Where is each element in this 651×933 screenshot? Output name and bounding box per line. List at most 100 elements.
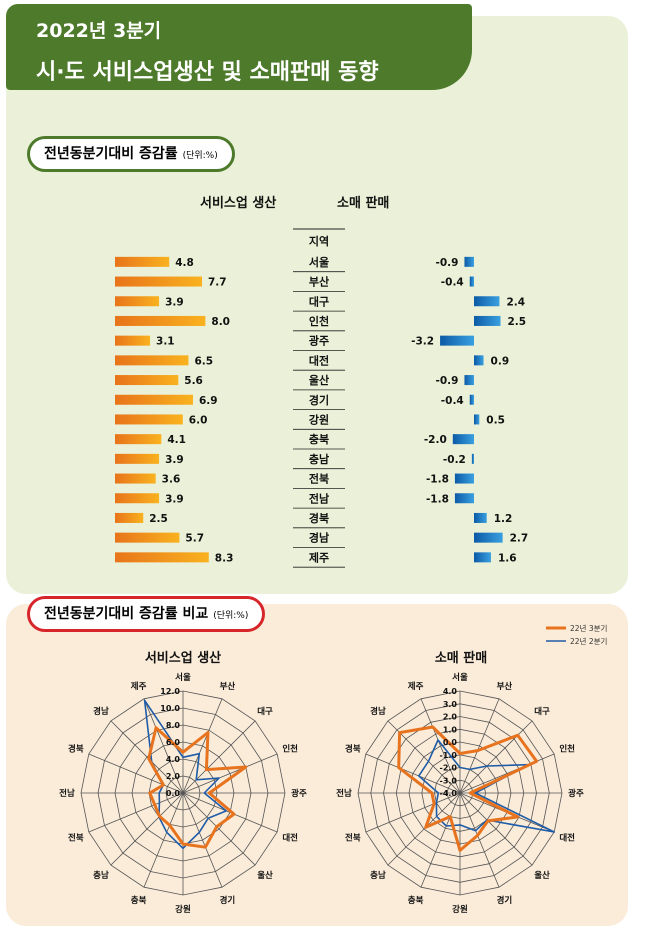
region-label: 경남 bbox=[309, 531, 329, 545]
radar-category-label: 경남 bbox=[370, 706, 386, 717]
retail-bar bbox=[474, 296, 500, 307]
radar-category-label: 대구 bbox=[257, 706, 273, 717]
radar-category-label: 전남 bbox=[59, 788, 75, 799]
radar-category-label: 경북 bbox=[345, 744, 361, 755]
radar-tick-label: -3.0 bbox=[440, 776, 458, 785]
radar-spoke bbox=[182, 753, 278, 794]
region-label: 서울 bbox=[309, 255, 329, 269]
radar-category-label: 경남 bbox=[93, 706, 109, 717]
radar-category-label: 강원 bbox=[175, 904, 191, 915]
section2-title: 전년동분기대비 증감률 비교 bbox=[44, 606, 209, 622]
radar-tick-label: 8.0 bbox=[166, 721, 181, 730]
radar-tick-label: 1.0 bbox=[443, 725, 458, 734]
radar-tick-label: 10.0 bbox=[160, 704, 180, 713]
region-header: 지역 bbox=[309, 234, 329, 248]
radar-tick-label: 4.0 bbox=[166, 755, 181, 764]
service-bar bbox=[115, 256, 170, 267]
service-bar-label: 3.6 bbox=[162, 474, 181, 486]
radar-category-label: 강원 bbox=[452, 904, 468, 915]
radar-category-label: 대구 bbox=[534, 706, 550, 717]
radar-spoke bbox=[459, 792, 533, 866]
service-bar-label: 7.7 bbox=[208, 277, 227, 289]
radar-spoke bbox=[420, 792, 461, 888]
retail-bar-label: 0.9 bbox=[491, 355, 510, 367]
radar-category-label: 부산 bbox=[220, 681, 236, 692]
retail-bar-label: -0.4 bbox=[441, 395, 464, 407]
radar-service-title: 서비스업 생산 bbox=[145, 650, 221, 666]
radar-tick-label: 2.0 bbox=[166, 772, 181, 781]
retail-bar bbox=[474, 532, 503, 543]
retail-bar bbox=[471, 453, 474, 464]
radar-category-label: 인천 bbox=[282, 744, 298, 755]
radar-spoke bbox=[365, 753, 461, 794]
radar-spoke bbox=[143, 698, 184, 794]
service-bar-label: 6.5 bbox=[194, 355, 213, 367]
radar-spoke bbox=[182, 698, 223, 794]
radar-category-label: 전남 bbox=[336, 788, 352, 799]
radar-spoke bbox=[365, 792, 461, 833]
radar-spoke bbox=[459, 720, 533, 794]
retail-bar-label: -2.0 bbox=[424, 434, 447, 446]
section2-unit: (단위:%) bbox=[213, 611, 249, 621]
radar-category-label: 충북 bbox=[131, 895, 147, 906]
region-label: 전북 bbox=[309, 472, 329, 486]
region-label: 울산 bbox=[309, 373, 329, 387]
retail-bar bbox=[474, 552, 491, 563]
retail-bar bbox=[474, 414, 480, 425]
legend-q3-label: 22년 3분기 bbox=[570, 623, 607, 633]
retail-bar bbox=[474, 315, 501, 326]
radar-category-label: 광주 bbox=[568, 788, 584, 799]
retail-bar-label: 1.2 bbox=[494, 513, 513, 525]
radar-tick-label: -4.0 bbox=[440, 789, 458, 798]
region-label: 부산 bbox=[309, 275, 329, 289]
radar-spoke bbox=[387, 792, 461, 866]
service-bar-label: 4.8 bbox=[175, 257, 194, 269]
service-column-title: 서비스업 생산 bbox=[200, 196, 277, 211]
region-label: 경기 bbox=[309, 393, 329, 407]
service-bar bbox=[115, 532, 180, 543]
radar-tick-label: -2.0 bbox=[440, 764, 458, 773]
radar-tick-label: 0.0 bbox=[443, 738, 458, 747]
header-subtitle: 2022년 3분기 bbox=[36, 20, 162, 42]
radar-spoke bbox=[459, 698, 500, 794]
radar-category-label: 광주 bbox=[291, 788, 307, 799]
radar-spoke bbox=[110, 720, 184, 794]
service-bar-label: 6.9 bbox=[199, 395, 218, 407]
retail-bar-label: -3.2 bbox=[411, 336, 434, 348]
region-label: 충북 bbox=[309, 432, 329, 446]
header-title: 시·도 서비스업생산 및 소매판매 동향 bbox=[36, 60, 379, 85]
radar-spoke bbox=[88, 792, 184, 833]
service-bar-label: 3.9 bbox=[165, 454, 184, 466]
retail-bar-label: 1.6 bbox=[498, 552, 517, 564]
radar-spoke bbox=[182, 720, 256, 794]
bar-chart-area: 지역 서울 4.8 -0.9 부산 7.7 -0.4 대구 3.9 2.4 인천 8.0 2.5 광주 3… bbox=[115, 228, 529, 568]
radar-category-label: 부산 bbox=[497, 681, 513, 692]
radar-tick-label: 6.0 bbox=[166, 738, 181, 747]
region-label: 경북 bbox=[309, 511, 329, 525]
retail-bar-label: -1.8 bbox=[426, 474, 449, 486]
retail-bar bbox=[469, 394, 474, 405]
radar-spoke bbox=[182, 792, 256, 866]
service-bar bbox=[115, 493, 160, 504]
radar-category-label: 울산 bbox=[257, 870, 273, 881]
service-bar-label: 5.6 bbox=[184, 375, 203, 387]
radar-spoke bbox=[459, 792, 500, 888]
service-bar bbox=[115, 375, 179, 386]
retail-bar bbox=[464, 375, 474, 386]
radar-category-label: 울산 bbox=[534, 870, 550, 881]
service-bar bbox=[115, 414, 183, 425]
region-label: 충남 bbox=[309, 452, 329, 466]
service-bar bbox=[115, 512, 144, 523]
service-bar bbox=[115, 355, 189, 366]
retail-bar-label: 2.7 bbox=[510, 533, 529, 545]
radar-series-q3 bbox=[397, 725, 539, 852]
retail-bar bbox=[452, 434, 474, 445]
service-bar bbox=[115, 453, 160, 464]
section1-title: 전년동분기대비 증감률 bbox=[44, 146, 178, 162]
service-bar bbox=[115, 296, 160, 307]
region-label: 제주 bbox=[309, 550, 329, 564]
service-bar-label: 8.0 bbox=[211, 316, 230, 328]
service-bar-label: 4.1 bbox=[167, 434, 186, 446]
radar-tick-label: 3.0 bbox=[443, 700, 458, 709]
